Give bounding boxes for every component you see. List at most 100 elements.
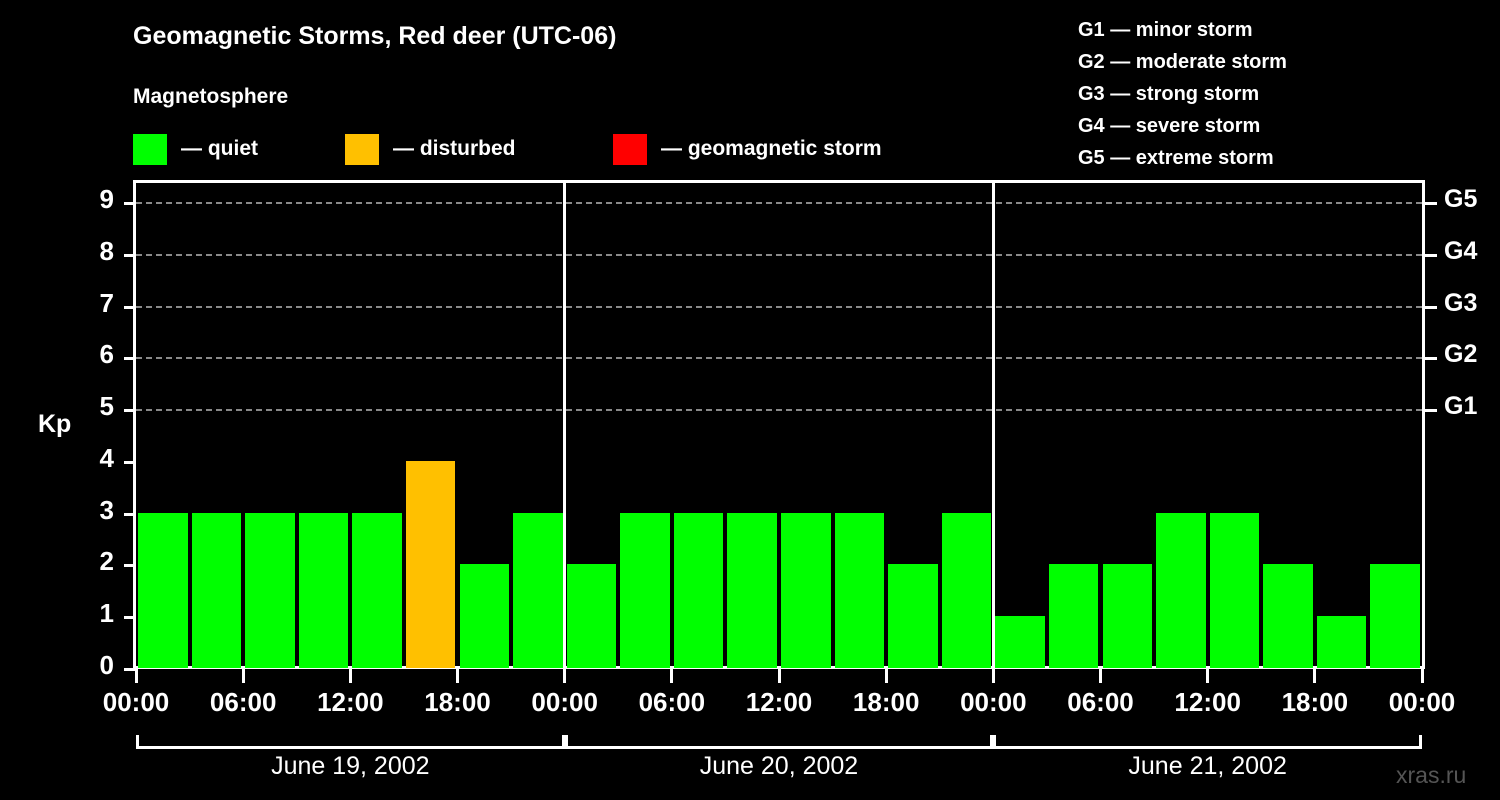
x-tick-label-0: 00:00	[102, 687, 170, 717]
date-bracket-1	[564, 735, 994, 749]
x-tick-label-6: 12:00	[745, 687, 813, 717]
disturbed-swatch	[345, 133, 379, 165]
y-tick-mark-9	[124, 202, 136, 205]
x-tick-mark-9	[1099, 669, 1102, 683]
y-axis-label: Kp	[38, 410, 72, 438]
x-tick-mark-6	[777, 669, 781, 683]
plot-inner	[136, 183, 1422, 668]
watermark: xras.ru	[1396, 762, 1467, 788]
x-tick-label-5: 06:00	[638, 687, 706, 717]
bar	[781, 512, 831, 668]
g-tick-mark-G3	[1425, 305, 1437, 309]
g-tick-mark-G2	[1425, 357, 1437, 361]
x-tick-mark-5	[670, 669, 674, 683]
y-tick-mark-1	[124, 616, 136, 620]
g-scale-line-3: G3 — strong storm	[1078, 83, 1260, 105]
x-tick-label-11: 18:00	[1281, 687, 1349, 717]
bar	[620, 512, 670, 668]
day-separator-1	[563, 183, 567, 666]
x-tick-mark-1	[241, 669, 245, 683]
x-tick-mark-0	[134, 669, 138, 683]
date-bracket-2	[993, 735, 1422, 749]
g-tick-mark-G5	[1425, 202, 1437, 205]
storm-swatch	[613, 133, 647, 165]
g-tick-label-G3: G3	[1444, 288, 1478, 317]
bar	[513, 512, 563, 668]
y-tick-mark-2	[124, 564, 136, 568]
x-tick-label-2: 12:00	[317, 687, 384, 717]
y-tick-label-4: 4	[99, 442, 114, 473]
bar	[1263, 564, 1313, 668]
bar	[1316, 616, 1367, 668]
legend-item-1: — disturbed	[345, 133, 516, 165]
y-tick-label-7: 7	[99, 287, 114, 318]
quiet-swatch	[133, 133, 167, 165]
bar	[995, 616, 1045, 668]
y-tick-label-6: 6	[99, 339, 114, 370]
legend-label: — disturbed	[393, 137, 516, 160]
y-tick-mark-7	[124, 305, 136, 309]
gridline-kp-9	[136, 202, 1422, 204]
gridline-kp-5	[136, 409, 1422, 412]
date-bracket-0	[136, 735, 565, 749]
x-tick-label-4: 00:00	[531, 687, 598, 717]
x-tick-label-7: 18:00	[852, 687, 920, 717]
bar	[405, 460, 456, 668]
bar	[941, 512, 992, 668]
gridline-kp-8	[136, 253, 1422, 256]
x-tick-label-12: 00:00	[1388, 687, 1456, 717]
g-scale-line-2: G2 — moderate storm	[1078, 51, 1287, 73]
x-tick-mark-2	[348, 669, 352, 683]
bar	[191, 512, 242, 668]
legend-item-2: — geomagnetic storm	[613, 133, 882, 165]
legend-label: — geomagnetic storm	[661, 137, 882, 160]
bar	[673, 512, 724, 668]
g-tick-label-G2: G2	[1444, 340, 1478, 369]
x-tick-label-1: 06:00	[209, 687, 277, 717]
y-tick-label-9: 9	[99, 184, 114, 214]
date-label-0: June 19, 2002	[271, 752, 430, 780]
x-tick-mark-10	[1206, 669, 1210, 683]
g-tick-mark-G1	[1425, 409, 1437, 413]
g-tick-mark-G4	[1425, 253, 1437, 257]
chart-subtitle: Magnetosphere	[133, 85, 289, 108]
g-tick-label-G5: G5	[1444, 185, 1478, 213]
page-title: Geomagnetic Storms, Red deer (UTC-06)	[133, 22, 617, 50]
x-tick-mark-12	[1420, 669, 1424, 683]
bar	[727, 512, 777, 668]
x-tick-mark-7	[884, 669, 888, 683]
y-tick-mark-0	[124, 668, 136, 671]
legend-label: — quiet	[181, 137, 258, 160]
y-tick-mark-8	[124, 253, 136, 257]
bar	[298, 512, 349, 668]
g-tick-label-G1: G1	[1444, 392, 1478, 421]
y-tick-mark-5	[124, 409, 136, 413]
g-scale-line-5: G5 — extreme storm	[1078, 147, 1274, 169]
gridline-kp-6	[136, 357, 1422, 360]
x-tick-mark-8	[991, 669, 995, 683]
x-tick-mark-11	[1313, 669, 1317, 683]
x-tick-mark-4	[563, 669, 567, 683]
y-tick-mark-4	[124, 460, 136, 464]
g-scale-line-1: G1 — minor storm	[1078, 19, 1253, 41]
x-tick-label-8: 00:00	[960, 687, 1027, 717]
legend-item-0: — quiet	[133, 133, 258, 165]
y-tick-label-8: 8	[99, 235, 114, 266]
bar	[888, 564, 938, 668]
bar	[138, 512, 188, 668]
x-tick-mark-3	[456, 669, 459, 683]
bar	[1370, 564, 1420, 668]
plot-area	[133, 180, 1425, 669]
bar	[1102, 564, 1153, 668]
bar	[1209, 512, 1260, 668]
y-tick-label-0: 0	[99, 650, 114, 680]
day-separator-2	[991, 183, 995, 666]
y-tick-label-1: 1	[99, 598, 114, 629]
x-tick-label-9: 06:00	[1067, 687, 1134, 717]
y-tick-label-2: 2	[99, 546, 114, 577]
y-tick-mark-6	[124, 357, 136, 361]
x-tick-label-3: 18:00	[424, 687, 491, 717]
g-tick-label-G4: G4	[1444, 236, 1478, 265]
bar	[1156, 512, 1206, 668]
